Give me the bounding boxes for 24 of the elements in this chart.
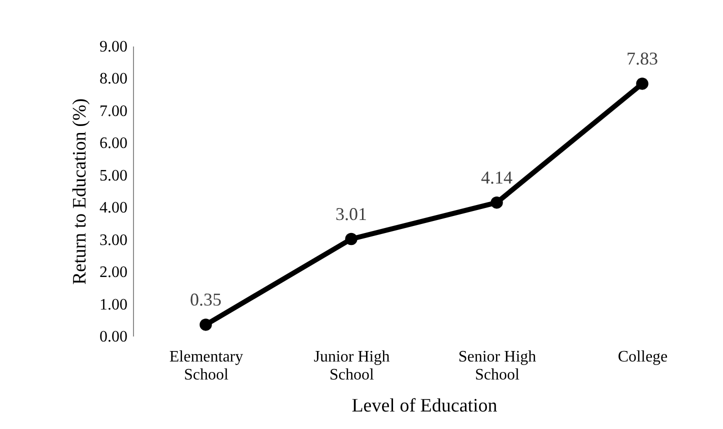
y-tick-label: 0.00 xyxy=(100,328,128,346)
x-tick-label: Junior High School xyxy=(314,348,390,384)
y-tick-label: 9.00 xyxy=(100,38,128,56)
x-axis-title: Level of Education xyxy=(352,396,498,416)
y-tick-label: 8.00 xyxy=(100,70,128,88)
data-label: 0.35 xyxy=(190,290,222,310)
point xyxy=(490,196,503,209)
x-tick-label: Elementary School xyxy=(169,348,244,384)
x-tick-label: Senior High School xyxy=(458,348,536,384)
y-tick-label: 2.00 xyxy=(100,264,128,282)
data-label: 7.83 xyxy=(626,48,658,69)
point xyxy=(636,78,648,90)
x-tick-label: College xyxy=(618,348,668,366)
y-tick-label: 6.00 xyxy=(100,135,128,152)
y-axis-title: Return to Education (%) xyxy=(70,98,90,285)
data-label: 4.14 xyxy=(481,168,512,188)
y-tick-label: 3.00 xyxy=(100,232,128,249)
y-tick-label: 5.00 xyxy=(100,167,128,184)
point xyxy=(345,232,358,246)
point xyxy=(200,318,212,331)
data-label: 3.01 xyxy=(336,204,367,224)
y-tick-label: 1.00 xyxy=(100,296,128,314)
y-tick-label: 4.00 xyxy=(100,200,128,217)
y-tick-label: 7.00 xyxy=(100,102,128,120)
